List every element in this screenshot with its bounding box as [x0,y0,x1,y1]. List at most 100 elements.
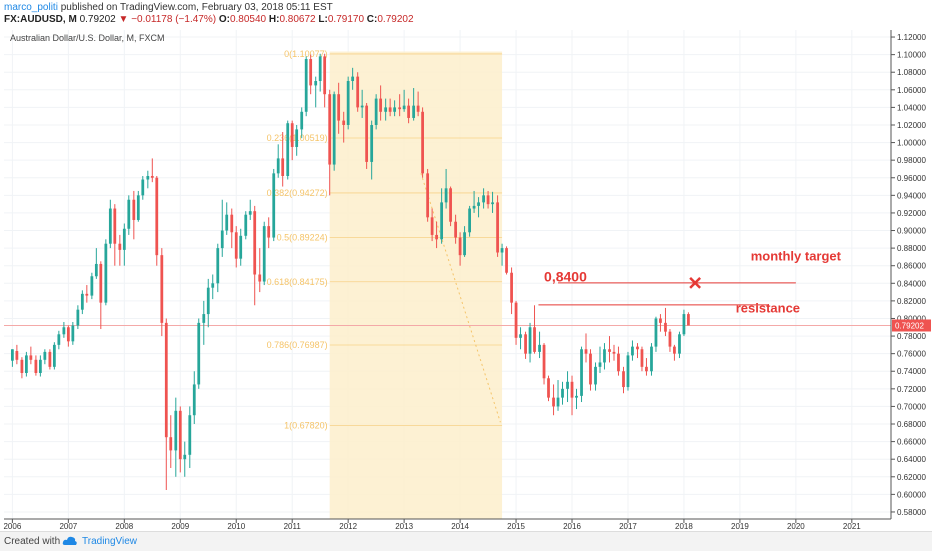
fib-trend-line [420,173,501,423]
y-tick-label: 0.78000 [897,332,926,341]
close-label: C: [366,14,378,25]
candle-down [253,211,257,275]
candle-up [594,366,597,385]
candle-up [220,230,224,249]
candle-up [272,173,276,238]
x-tick-label: 2016 [563,522,581,531]
candle-down [178,410,182,460]
candle-up [146,175,150,180]
y-tick-label: 0.84000 [897,279,926,288]
candle-up [104,243,108,303]
y-tick-label: 0.76000 [897,350,926,359]
x-tick-label: 2014 [451,522,469,531]
x-tick-label: 2019 [731,522,749,531]
x-tick-label: 2020 [787,522,805,531]
candle-up [248,211,252,215]
x-tick-label: 2017 [619,522,637,531]
candle-up [57,334,61,345]
x-tick-label: 2015 [507,522,525,531]
candle-up [351,76,355,82]
candle-down [449,188,452,222]
candle-down [29,355,33,360]
candle-up [682,314,686,335]
candle-up [216,248,220,284]
candle-down [48,351,52,367]
high-label: H: [268,14,280,25]
y-tick-label: 0.70000 [897,402,926,411]
symbol-label: FX:AUDUSD, M [4,14,77,25]
tradingview-brand[interactable]: TradingView [82,536,138,547]
annotation-resistance: resistance [736,300,800,315]
x-tick-label: 2010 [227,522,245,531]
candle-up [598,362,602,367]
y-tick-label: 0.86000 [897,262,926,271]
candle-up [631,346,634,356]
candle-down [505,248,508,273]
candle-up [626,355,630,388]
candle-down [664,322,667,332]
candle-up [472,205,476,209]
footer: Created with TradingView [0,531,932,551]
y-tick-label: 0.64000 [897,455,926,464]
candle-up [24,355,28,374]
candle-up [654,318,658,347]
candle-down [150,175,154,178]
candle-up [318,56,322,82]
author-link[interactable]: marco_politi [4,2,58,13]
candle-down [552,397,555,407]
fib-level-label: 0(1.10077) [284,49,328,59]
x-tick-label: 2008 [115,522,133,531]
candle-up [332,94,336,165]
x-tick-label: 2006 [3,522,21,531]
candle-up [603,349,606,363]
x-tick-label: 2013 [395,522,413,531]
candle-up [211,283,215,288]
y-tick-label: 1.08000 [897,68,926,77]
candle-up [43,351,47,360]
y-tick-label: 1.02000 [897,121,926,130]
candle-down [342,120,346,125]
close-value: 0.79202 [377,14,414,25]
candle-up [575,395,578,398]
candle-down [99,263,103,303]
candle-up [136,195,140,220]
candle-up [556,397,560,407]
candle-down [416,105,420,112]
candle-down [547,378,550,398]
candle-up [402,105,406,110]
candle-down [426,173,430,218]
price-chart[interactable]: 0(1.10077)0.236(1.00519)0.382(0.94272)0.… [0,27,932,531]
candle-up [360,105,364,108]
candle-down [34,359,38,374]
candle-up [384,107,388,112]
candle-up [519,334,522,338]
candle-up [262,226,266,282]
candle-down [20,359,24,374]
fib-level-label: 0.5(0.89224) [277,232,328,242]
y-tick-label: 0.66000 [897,438,926,447]
y-tick-label: 0.92000 [897,209,926,218]
candle-up [491,202,494,205]
low-value: 0.79170 [327,14,365,25]
y-tick-label: 0.80000 [897,314,926,323]
candle-down [510,272,513,303]
y-tick-label: 0.68000 [897,420,926,429]
candle-down [524,334,527,354]
candle-down [337,94,341,121]
candle-down [514,302,518,338]
candle-up [678,334,681,354]
candle-up [393,107,397,112]
candle-up [314,81,318,86]
candle-down [612,351,616,354]
candle-up [276,158,280,174]
y-tick-label: 0.60000 [897,490,926,499]
candle-down [169,437,173,451]
y-tick-label: 1.12000 [897,33,926,42]
annotation-monthly-target: monthly target [751,248,842,263]
candle-down [290,123,294,147]
x-tick-label: 2011 [284,522,302,531]
candle-down [435,234,438,240]
candle-up [188,415,192,455]
y-tick-label: 0.96000 [897,174,926,183]
candle-up [174,410,178,451]
